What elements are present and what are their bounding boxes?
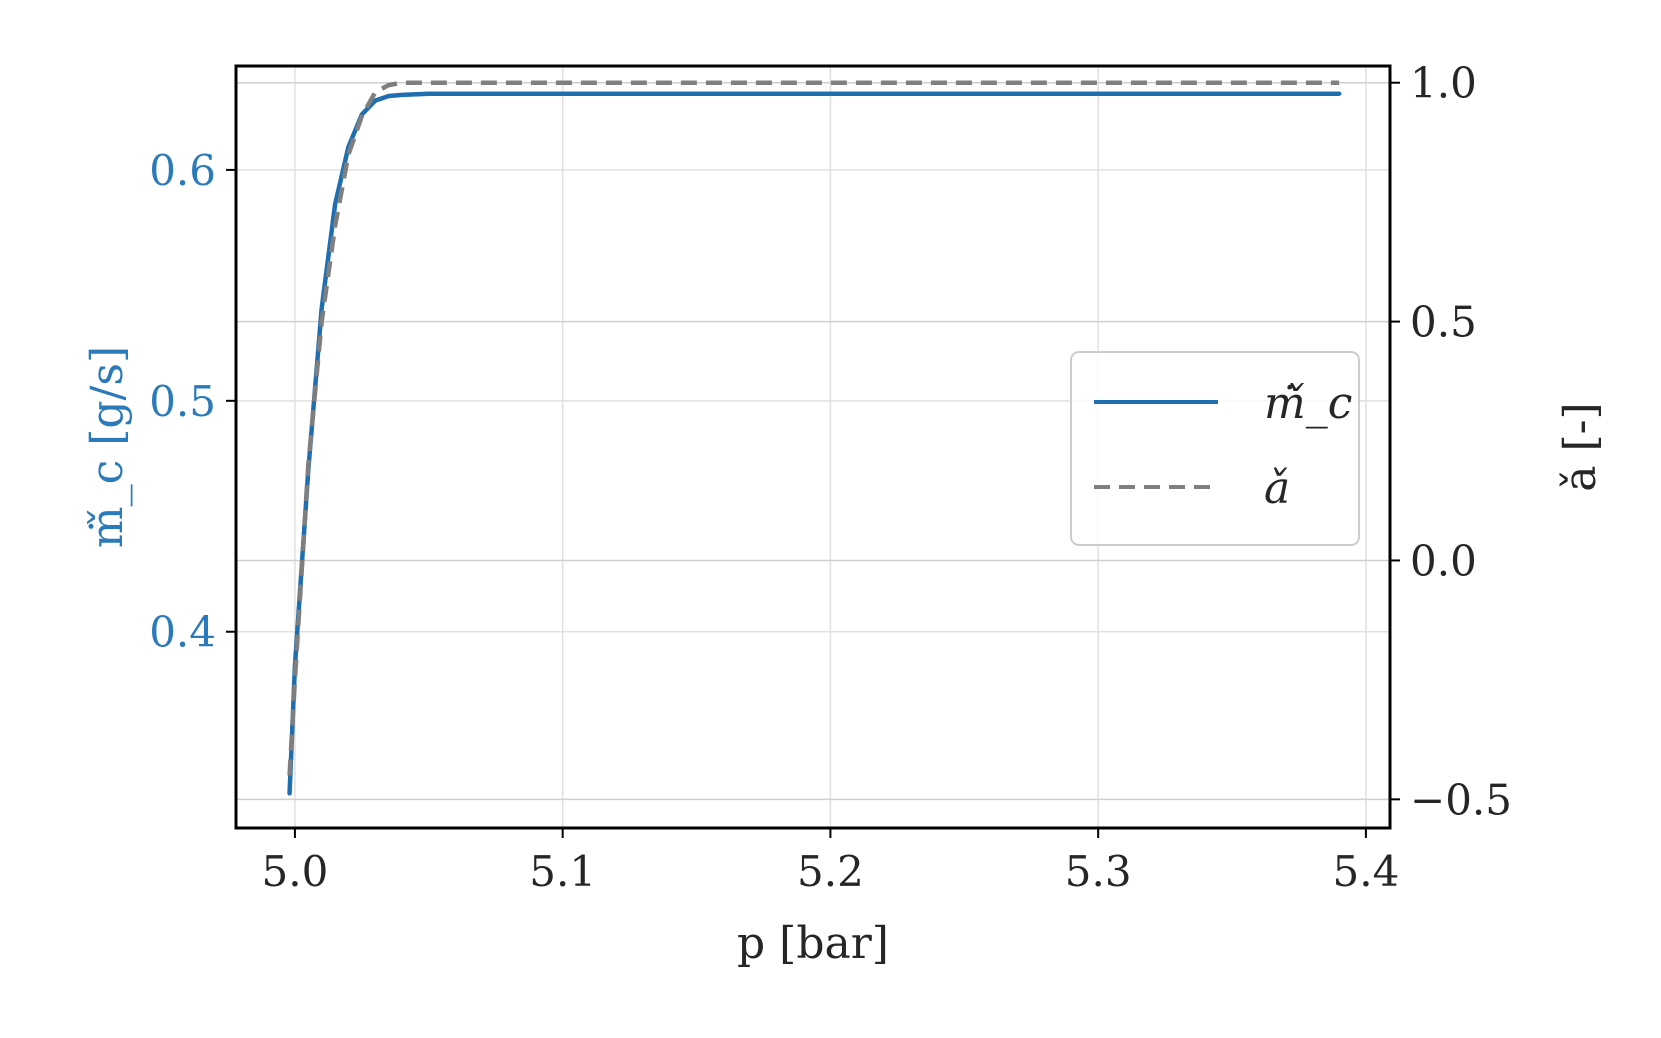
x-tick-label: 5.4	[1333, 847, 1400, 896]
y-right-tick-label: 0.5	[1410, 298, 1477, 347]
grid-lines	[236, 66, 1390, 828]
x-tick-label: 5.0	[262, 847, 329, 896]
y-right-tick-label: 1.0	[1410, 59, 1477, 108]
y-right-tick-label: 0.0	[1410, 536, 1477, 585]
legend-label-mdot: ṁ̌_c	[1264, 378, 1352, 429]
y-left-tick-label: 0.5	[149, 377, 216, 426]
axis-ticks: 5.0 5.1 5.2 5.3 5.4 0.4 0.5 0.6 −0.5 0.0 0.5 1.0	[149, 59, 1512, 896]
legend: ṁ̌_c ǎ	[1070, 351, 1360, 546]
x-tick-label: 5.1	[529, 847, 596, 896]
x-tick-label: 5.2	[797, 847, 864, 896]
y-right-axis-label: ǎ [-]	[1555, 402, 1606, 491]
series-line-a	[287, 80, 1340, 776]
x-tick-label: 5.3	[1065, 847, 1132, 896]
y-left-tick-label: 0.6	[149, 146, 216, 195]
y-right-tick-label: −0.5	[1410, 775, 1512, 824]
legend-label-a: ǎ	[1264, 463, 1290, 514]
plot-frame	[234, 64, 1392, 830]
series-group	[287, 80, 1342, 796]
y-left-axis-label: ṁ̌_c [g/s]	[82, 346, 133, 548]
y-left-tick-label: 0.4	[149, 608, 216, 657]
x-axis-label: p [bar]	[737, 918, 889, 969]
